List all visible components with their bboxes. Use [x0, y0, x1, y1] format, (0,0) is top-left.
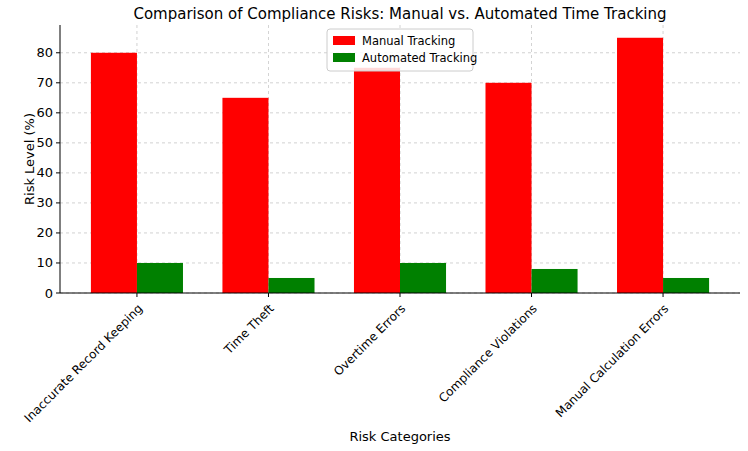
y-tick-label: 50	[36, 135, 53, 150]
legend: Manual Tracking Automated Tracking	[327, 29, 477, 71]
y-tick	[56, 232, 60, 233]
axes: 0 10 20 30 40 50 60 70 80 Inaccurate Record Keepi…	[22, 25, 740, 425]
y-tick-label: 0	[45, 286, 53, 301]
y-tick-label: 60	[36, 105, 53, 120]
x-axis-label: Risk Categories	[349, 429, 450, 444]
x-tick-label: Inaccurate Record Keeping	[22, 301, 146, 425]
grid	[60, 25, 740, 293]
x-tick	[400, 293, 401, 297]
chart-svg: 0 10 20 30 40 50 60 70 80 Inaccurate Record Keepi…	[0, 0, 748, 451]
bar	[532, 269, 578, 293]
y-tick	[56, 293, 60, 294]
chart-container: 0 10 20 30 40 50 60 70 80 Inaccurate Record Keepi…	[0, 0, 748, 451]
y-tick-label: 20	[36, 225, 53, 240]
y-tick	[56, 142, 60, 143]
y-tick	[56, 202, 60, 203]
x-tick-label: Manual Calculation Errors	[553, 301, 672, 420]
x-tick-label: Compliance Violations	[436, 301, 540, 405]
y-tick-label: 10	[36, 255, 53, 270]
bar	[268, 278, 314, 293]
y-tick	[56, 82, 60, 83]
legend-label: Automated Tracking	[362, 51, 477, 65]
bar	[137, 263, 183, 293]
bar	[485, 83, 531, 293]
y-axis-label: Risk Level (%)	[22, 113, 37, 205]
bar	[91, 53, 137, 293]
y-tick	[56, 52, 60, 53]
bar	[400, 263, 446, 293]
y-tick	[56, 172, 60, 173]
y-tick-label: 30	[36, 195, 53, 210]
y-tick-label: 80	[36, 45, 53, 60]
bar	[663, 278, 709, 293]
x-tick	[268, 293, 269, 297]
x-tick	[136, 293, 137, 297]
y-tick-label: 40	[36, 165, 53, 180]
legend-swatch	[333, 53, 355, 62]
chart-title: Comparison of Compliance Risks: Manual v…	[133, 5, 666, 23]
x-tick-label: Overtime Errors	[331, 301, 408, 378]
x-tick	[531, 293, 532, 297]
bars	[91, 38, 709, 293]
legend-label: Manual Tracking	[362, 34, 455, 48]
bar	[222, 98, 268, 293]
x-tick	[663, 293, 664, 297]
bar	[354, 68, 400, 293]
y-tick-label: 70	[36, 75, 53, 90]
legend-swatch	[333, 36, 355, 45]
x-tick-label: Time Theft	[221, 301, 277, 357]
bar	[617, 38, 663, 293]
y-axis-line	[60, 25, 61, 293]
y-tick	[56, 112, 60, 113]
y-tick	[56, 262, 60, 263]
